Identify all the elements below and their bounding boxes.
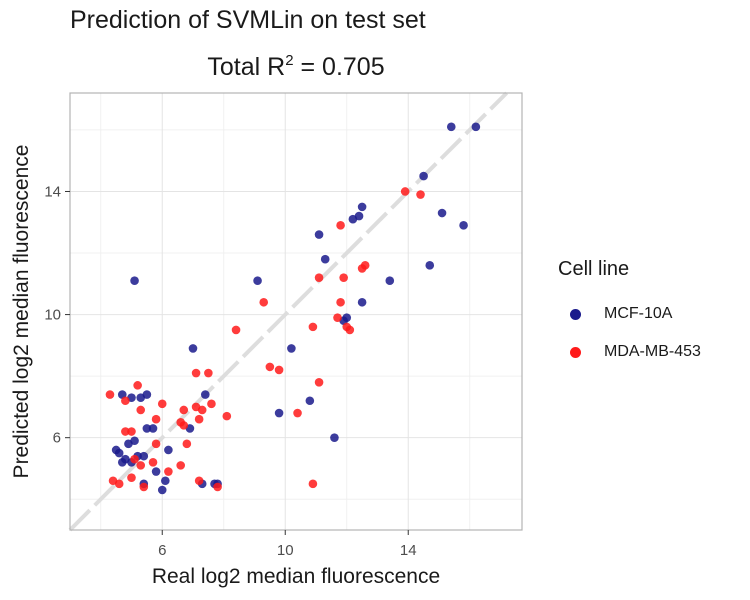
point-mda-mb-453	[139, 482, 149, 492]
point-mcf10a	[459, 221, 468, 230]
point-mda-mb-453	[314, 377, 324, 387]
point-mda-mb-453	[308, 479, 318, 489]
y-tick-label: 6	[53, 430, 61, 447]
point-mda-mb-453	[274, 365, 284, 375]
point-mda-mb-453	[136, 461, 146, 470]
point-mda-mb-453	[164, 467, 173, 476]
legend-dot-mda-mb-453	[570, 346, 581, 358]
point-mda-mb-453	[179, 421, 189, 430]
legend-label-mcf10a: MCF-10A	[604, 305, 673, 322]
point-mda-mb-453	[345, 325, 355, 335]
x-tick-label: 6	[158, 542, 166, 559]
y-tick-label: 14	[44, 183, 61, 200]
legend: Cell line MCF-10A MDA-MB-453	[558, 258, 701, 371]
point-mda-mb-453	[357, 264, 367, 273]
point-mda-mb-453	[182, 439, 192, 449]
point-mcf10a	[200, 390, 210, 399]
subtitle-prefix: Total R	[207, 53, 286, 81]
point-mcf10a	[446, 122, 456, 132]
point-mda-mb-453	[265, 362, 275, 372]
point-mda-mb-453	[130, 454, 139, 464]
reference-line	[68, 91, 509, 532]
point-mda-mb-453	[213, 482, 222, 492]
point-mda-mb-453	[176, 461, 185, 470]
point-mda-mb-453	[136, 405, 146, 415]
point-mcf10a	[253, 276, 262, 286]
point-mcf10a	[314, 230, 324, 239]
point-mda-mb-453	[148, 457, 158, 467]
point-mda-mb-453	[207, 399, 216, 409]
point-mcf10a	[130, 276, 139, 286]
point-mda-mb-453	[157, 399, 167, 409]
point-mda-mb-453	[308, 322, 318, 332]
point-mcf10a	[425, 261, 435, 270]
point-mcf10a	[471, 122, 481, 132]
point-mcf10a	[354, 211, 364, 221]
point-mcf10a	[157, 485, 167, 495]
point-mda-mb-453	[197, 405, 207, 415]
legend-dot-mcf10a	[570, 308, 581, 320]
point-mda-mb-453	[336, 297, 345, 307]
x-tick-label: 10	[277, 542, 294, 559]
point-mda-mb-453	[133, 381, 142, 390]
legend-item-mda-mb-453: MDA-MB-453	[558, 333, 701, 371]
legend-title: Cell line	[558, 258, 630, 280]
x-tick-label: 14	[400, 542, 417, 559]
point-mda-mb-453	[105, 390, 115, 399]
point-mcf10a	[320, 254, 330, 264]
point-mcf10a	[114, 448, 124, 458]
point-mcf10a	[151, 467, 161, 476]
point-mda-mb-453	[222, 411, 232, 421]
chart-title: Prediction of SVMLin on test set	[70, 6, 426, 34]
point-mcf10a	[287, 344, 296, 353]
point-mda-mb-453	[336, 221, 345, 230]
point-mda-mb-453	[416, 190, 425, 199]
point-mcf10a	[385, 276, 395, 286]
point-mcf10a	[142, 424, 152, 433]
point-mda-mb-453	[293, 408, 302, 418]
point-mda-mb-453	[194, 414, 204, 424]
point-mda-mb-453	[151, 414, 161, 424]
point-mda-mb-453	[191, 368, 201, 378]
point-mda-mb-453	[333, 313, 342, 322]
x-axis-label: Real log2 median fluorescence	[152, 565, 440, 588]
point-mda-mb-453	[127, 427, 136, 436]
point-mda-mb-453	[121, 396, 130, 406]
point-mda-mb-453	[151, 439, 161, 449]
point-mda-mb-453	[179, 405, 189, 415]
panel-border	[69, 92, 523, 531]
point-mda-mb-453	[127, 473, 136, 482]
y-axis-label: Predicted log2 median fluorescence	[10, 145, 33, 479]
point-mda-mb-453	[259, 297, 269, 307]
point-mcf10a	[130, 436, 139, 446]
point-mcf10a	[142, 390, 152, 399]
point-mcf10a	[274, 408, 284, 418]
point-mda-mb-453	[314, 273, 324, 282]
point-mcf10a	[188, 344, 198, 353]
chart-subtitle: Total R2 = 0.705	[70, 52, 522, 82]
point-mcf10a	[139, 451, 149, 461]
point-mcf10a	[330, 433, 339, 442]
point-mcf10a	[437, 208, 447, 218]
point-mcf10a	[161, 476, 170, 486]
point-mda-mb-453	[114, 479, 124, 489]
legend-label-mda-mb-453: MDA-MB-453	[604, 343, 701, 360]
y-tick-label: 10	[44, 307, 61, 324]
point-mda-mb-453	[204, 368, 213, 378]
point-mcf10a	[164, 445, 173, 455]
point-mda-mb-453	[400, 187, 410, 196]
subtitle-suffix: = 0.705	[293, 53, 385, 81]
point-mda-mb-453	[339, 273, 348, 282]
point-mda-mb-453	[194, 476, 204, 486]
point-mda-mb-453	[121, 427, 130, 436]
subtitle-superscript: 2	[285, 52, 294, 69]
point-mcf10a	[305, 396, 315, 406]
point-mcf10a	[357, 297, 367, 307]
legend-item-mcf10a: MCF-10A	[558, 295, 701, 333]
point-mcf10a	[357, 202, 367, 212]
point-mcf10a	[419, 171, 428, 181]
point-mda-mb-453	[231, 325, 241, 335]
point-mcf10a	[148, 424, 158, 433]
